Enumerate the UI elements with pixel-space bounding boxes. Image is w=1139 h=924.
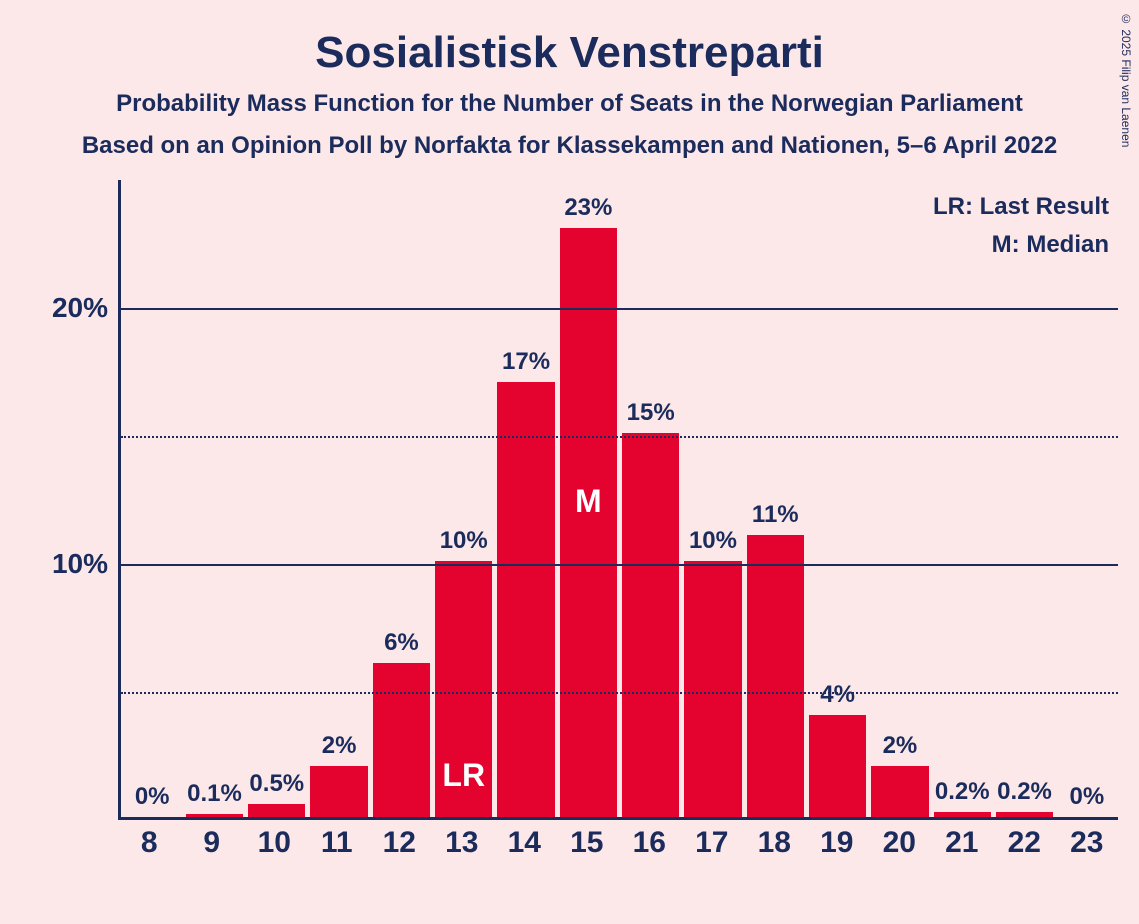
bar-value-label: 0.5%: [249, 770, 304, 798]
copyright-text: © 2025 Filip van Laenen: [1119, 12, 1133, 147]
bar-column: 15%: [620, 180, 682, 817]
marker-median: M: [575, 483, 602, 520]
x-tick-label: 20: [868, 826, 931, 860]
x-tick-label: 11: [306, 826, 369, 860]
minor-gridline: [121, 436, 1118, 438]
bar: [622, 433, 679, 817]
bar-value-label: 10%: [440, 527, 488, 555]
bar-value-label: 0%: [135, 783, 170, 811]
x-tick-label: 17: [681, 826, 744, 860]
bar-column: 23% M: [557, 180, 619, 817]
bar: [684, 561, 741, 817]
x-tick-label: 8: [118, 826, 181, 860]
bar: M: [560, 228, 617, 817]
bar-value-label: 2%: [883, 732, 918, 760]
bar-column: 10%: [682, 180, 744, 817]
bar: [747, 535, 804, 817]
x-tick-label: 12: [368, 826, 431, 860]
x-tick-label: 23: [1056, 826, 1119, 860]
bar-value-label: 0.1%: [187, 780, 242, 808]
x-tick-label: 18: [743, 826, 806, 860]
bar-column: 17%: [495, 180, 557, 817]
x-tick-label: 9: [181, 826, 244, 860]
bar-column: 2%: [869, 180, 931, 817]
bar: [310, 766, 367, 817]
bar-column: 11%: [744, 180, 806, 817]
bar: [186, 814, 243, 817]
bar-value-label: 4%: [820, 681, 855, 709]
bar-column: 0%: [121, 180, 183, 817]
x-axis-labels: 891011121314151617181920212223: [118, 826, 1118, 860]
bar-column: 4%: [806, 180, 868, 817]
x-tick-label: 13: [431, 826, 494, 860]
bar-column: 0.2%: [993, 180, 1055, 817]
bar: [934, 812, 991, 817]
bar: [809, 715, 866, 817]
x-tick-label: 14: [493, 826, 556, 860]
bar: [871, 766, 928, 817]
minor-gridline: [121, 692, 1118, 694]
bar-value-label: 10%: [689, 527, 737, 555]
bar: [497, 382, 554, 817]
bar: [373, 663, 430, 817]
chart-title: Sosialistisk Venstreparti: [0, 0, 1139, 78]
bar-value-label: 23%: [564, 194, 612, 222]
chart-subtitle-2: Based on an Opinion Poll by Norfakta for…: [0, 132, 1139, 160]
bars-container: 0% 0.1%0.5% 2% 6% 10% LR 17% 23% M 15% 10% 11% 4% 2% 0…: [121, 180, 1118, 817]
x-tick-label: 16: [618, 826, 681, 860]
bar-value-label: 11%: [752, 501, 799, 529]
bar-column: 6%: [370, 180, 432, 817]
bar-value-label: 2%: [322, 732, 357, 760]
marker-last-result: LR: [442, 757, 485, 794]
chart-area: 0% 0.1%0.5% 2% 6% 10% LR 17% 23% M 15% 10% 11% 4% 2% 0…: [118, 180, 1118, 820]
x-tick-label: 21: [931, 826, 994, 860]
y-tick-label: 20%: [52, 292, 108, 324]
bar-column: 10% LR: [433, 180, 495, 817]
x-tick-label: 10: [243, 826, 306, 860]
bar: [996, 812, 1053, 817]
bar-value-label: 0%: [1070, 783, 1105, 811]
bar-column: 0.2%: [931, 180, 993, 817]
major-gridline: [121, 564, 1118, 566]
x-tick-label: 15: [556, 826, 619, 860]
bar: LR: [435, 561, 492, 817]
chart-subtitle-1: Probability Mass Function for the Number…: [0, 90, 1139, 118]
bar: [248, 804, 305, 817]
bar-value-label: 6%: [384, 629, 419, 657]
bar-value-label: 0.2%: [997, 778, 1052, 806]
x-tick-label: 22: [993, 826, 1056, 860]
major-gridline: [121, 308, 1118, 310]
bar-column: 0%: [1056, 180, 1118, 817]
bar-value-label: 0.2%: [935, 778, 990, 806]
bar-value-label: 17%: [502, 348, 550, 376]
bar-column: 0.1%: [183, 180, 245, 817]
y-tick-label: 10%: [52, 548, 108, 580]
bar-column: 0.5%: [246, 180, 308, 817]
x-tick-label: 19: [806, 826, 869, 860]
bar-column: 2%: [308, 180, 370, 817]
bar-value-label: 15%: [627, 399, 675, 427]
